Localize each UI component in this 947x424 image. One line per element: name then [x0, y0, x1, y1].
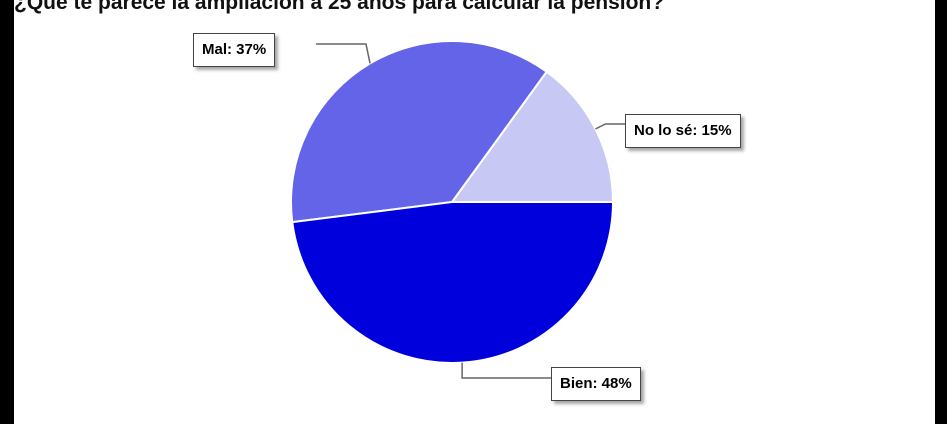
- pie-slice-mal: [290, 40, 549, 224]
- leader-line-bien: [461, 362, 551, 379]
- pie-slice-no-lo-s-: [450, 70, 615, 203]
- label-bien: Bien: 48%: [551, 367, 641, 401]
- label-mal: Mal: 37%: [193, 33, 276, 67]
- right-black-border: [935, 0, 947, 424]
- leader-line-no-lo-s-: [595, 123, 625, 130]
- chart-title: ¿Qué te parece la ampliación a 25 años p…: [14, 0, 665, 14]
- label-no-lo-se: No lo sé: 15%: [625, 114, 741, 148]
- pie-slice-bien: [291, 201, 615, 364]
- left-black-border: [0, 0, 14, 424]
- leader-line-mal: [316, 43, 371, 64]
